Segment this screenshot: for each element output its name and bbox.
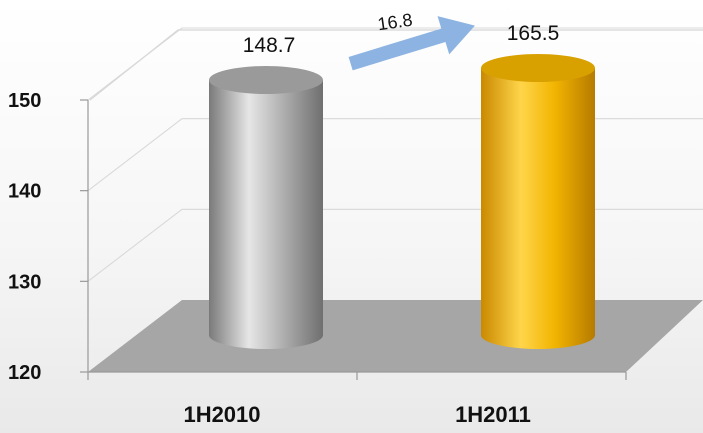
floor (88, 300, 703, 372)
category-label-1h2010: 1H2010 (183, 402, 260, 427)
bar-top (481, 54, 595, 82)
bars (209, 54, 595, 349)
bar-body (209, 80, 323, 335)
data-labels: 148.7 165.5 (243, 22, 560, 57)
delta-arrow (348, 16, 475, 71)
delta-label: 16.8 (376, 10, 413, 35)
data-label-1h2011: 165.5 (507, 22, 560, 45)
gridline (87, 208, 703, 282)
y-tick-label: 150 (8, 90, 41, 112)
y-tick-label: 140 (8, 181, 41, 203)
data-label-1h2010: 148.7 (243, 34, 296, 57)
y-tick-label: 120 (8, 362, 41, 384)
bar-top (209, 66, 323, 94)
category-label-1h2011: 1H2011 (455, 402, 531, 427)
bar-body (481, 68, 595, 335)
y-tick-label: 130 (8, 271, 41, 293)
back-wall-frame (89, 29, 703, 101)
bar-1h2010 (209, 66, 323, 349)
gridlines (87, 27, 703, 282)
delta-annotation (348, 16, 475, 71)
gridline (87, 27, 703, 101)
bar-1h2011 (481, 54, 595, 349)
y-axis-ticks: 120 130 140 150 (8, 90, 88, 384)
gridline (87, 118, 703, 192)
